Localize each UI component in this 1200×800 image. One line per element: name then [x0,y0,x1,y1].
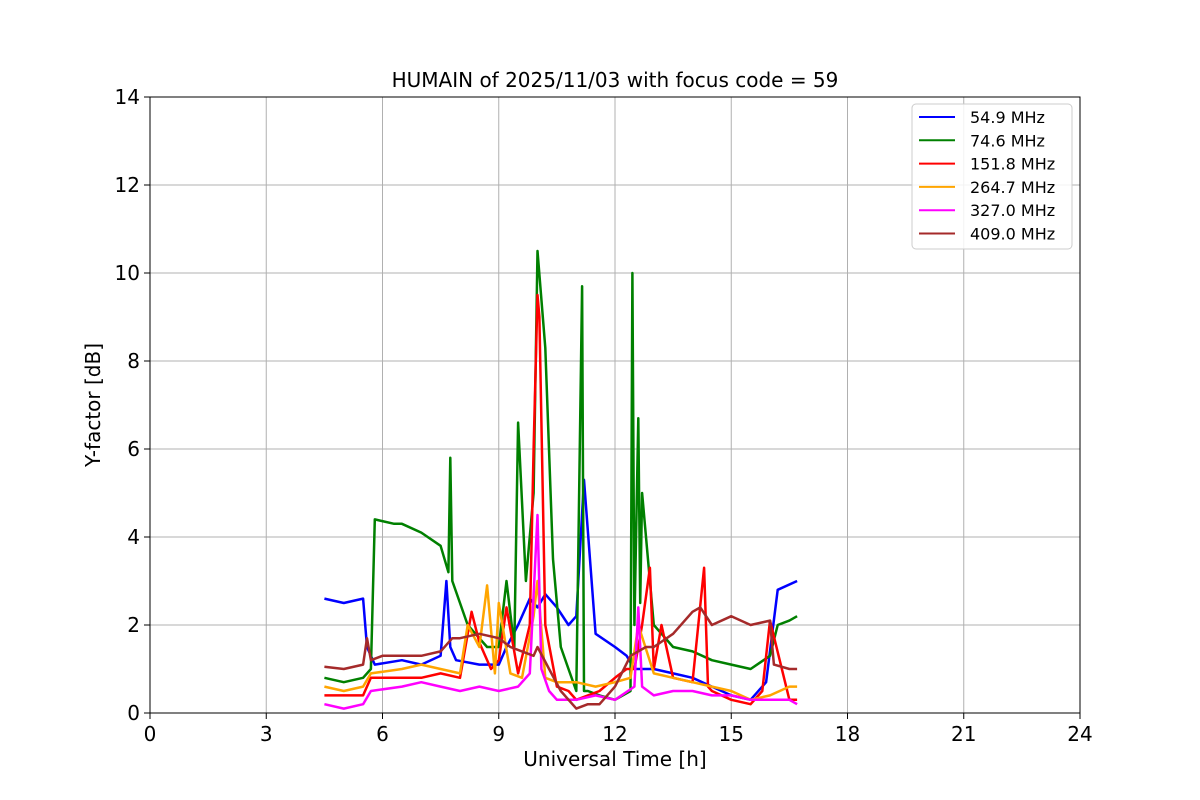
y-axis-label: Y-factor [dB] [81,343,105,468]
series-line-5 [324,606,798,710]
x-tick-label: 18 [835,722,860,746]
y-tick-label: 2 [127,613,140,637]
x-axis-label: Universal Time [h] [523,747,706,771]
x-tick-label: 6 [376,722,389,746]
y-tick-label: 4 [127,525,140,549]
x-tick-label: 15 [719,722,744,746]
series-line-4 [324,513,798,710]
y-tick-label: 0 [127,701,140,725]
x-axis: 0 3 6 9 12 15 18 21 24 [144,713,1093,746]
legend-label-2: 151.8 MHz [970,155,1055,174]
plot-area [324,249,798,710]
x-tick-label: 21 [951,722,976,746]
y-tick-label: 6 [127,437,140,461]
x-tick-label: 12 [602,722,627,746]
legend-label-4: 327.0 MHz [970,201,1055,220]
legend-label-5: 409.0 MHz [970,225,1055,244]
x-tick-label: 24 [1067,722,1092,746]
series-layer [324,249,798,710]
chart-title: HUMAIN of 2025/11/03 with focus code = 5… [392,68,839,92]
x-tick-label: 9 [492,722,505,746]
series-line-1 [324,249,798,702]
y-tick-label: 10 [115,261,140,285]
y-tick-label: 14 [115,85,140,109]
legend-label-3: 264.7 MHz [970,178,1055,197]
y-axis: 0 2 4 6 8 10 12 14 [115,85,150,725]
y-tick-label: 8 [127,349,140,373]
legend: 54.9 MHz 74.6 MHz 151.8 MHz 264.7 MHz 32… [911,103,1073,250]
x-tick-label: 0 [144,722,157,746]
x-tick-label: 3 [260,722,273,746]
series-line-3 [324,579,798,702]
legend-label-0: 54.9 MHz [970,108,1045,127]
y-tick-label: 12 [115,173,140,197]
series-line-2 [324,293,798,706]
legend-label-1: 74.6 MHz [970,131,1045,150]
